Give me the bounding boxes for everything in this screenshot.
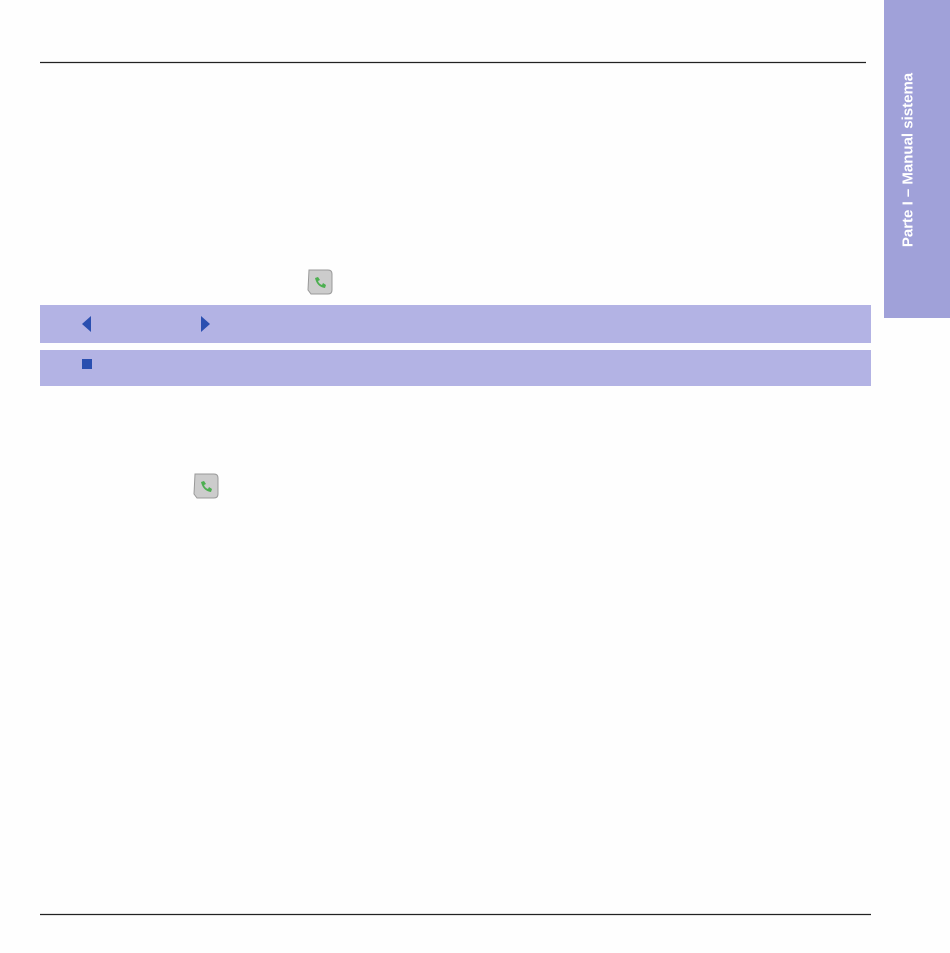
info-bar: [40, 305, 871, 343]
square-icon: [82, 359, 92, 369]
phone-icon: [307, 269, 333, 295]
arrow-right-icon: [201, 316, 210, 332]
phone-icon: [193, 473, 219, 499]
info-bar: [40, 350, 871, 386]
arrow-left-icon: [82, 316, 91, 332]
side-tab: [884, 0, 950, 318]
